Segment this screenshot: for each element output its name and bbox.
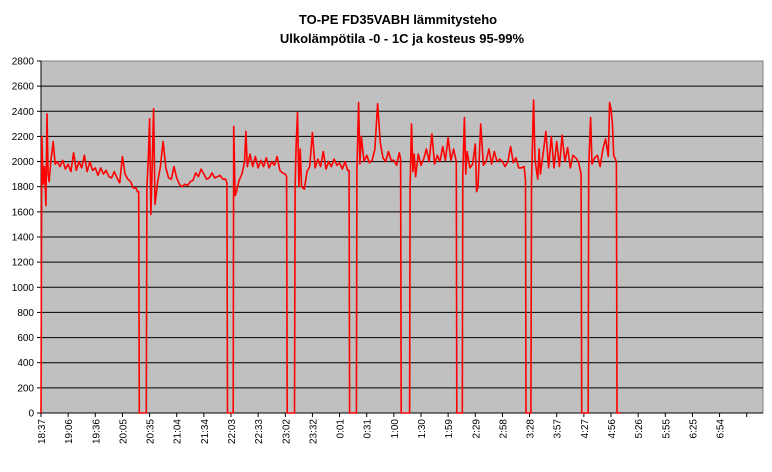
series-group (40, 99, 621, 414)
y-tick-label: 1000 (12, 283, 35, 294)
x-tick-label: 3:57 (553, 419, 564, 439)
y-tick-label: 2000 (12, 157, 35, 168)
x-tick-label: 1:59 (444, 419, 455, 439)
x-tick-label: 19:06 (64, 419, 75, 444)
x-tick-label: 19:36 (91, 419, 102, 444)
y-tick-label: 800 (17, 308, 34, 319)
x-tick-label: 22:33 (254, 419, 265, 444)
x-tick-label: 1:00 (390, 419, 401, 439)
x-tick-label: 23:32 (308, 419, 319, 444)
series-line (40, 99, 621, 414)
y-tick-label: 600 (17, 333, 34, 344)
x-tick-label: 2:58 (498, 419, 509, 439)
x-tick-label: 20:35 (146, 419, 157, 444)
x-tick-label: 1:30 (417, 419, 428, 439)
y-tick-label: 2400 (12, 107, 35, 118)
x-tick-label: 4:56 (607, 419, 618, 439)
y-tick-label: 2800 (12, 57, 35, 68)
x-tick-label: 22:03 (227, 419, 238, 444)
x-tick-label: 2:29 (471, 419, 482, 439)
x-tick-label: 0:31 (363, 419, 374, 439)
y-tick-label: 2600 (12, 82, 35, 93)
y-tick-label: 1600 (12, 207, 35, 218)
x-tick-label: 4:27 (580, 419, 591, 439)
y-tick-label: 400 (17, 358, 34, 369)
x-tick-label: 21:04 (173, 419, 184, 444)
y-tick-label: 2200 (12, 132, 35, 143)
y-axis: 0 200 400 600 800 1000 1200 1400 1600 1800 2000 220… (12, 57, 42, 420)
y-tick-label: 1200 (12, 258, 35, 269)
y-tick-label: 200 (17, 383, 34, 394)
x-tick-label: 3:28 (526, 419, 537, 439)
chart-title-line-2: Ulkolämpötila -0 - 1C ja kosteus 95-99% (280, 31, 525, 46)
x-tick-label: 18:37 (37, 419, 48, 444)
x-axis: 18:37 19:06 19:36 20:05 20:35 21:04 21:34 22:03… (37, 412, 763, 444)
y-tick-label: 1800 (12, 182, 35, 193)
x-tick-label: 6:54 (716, 419, 727, 439)
x-tick-label: 5:55 (661, 419, 672, 439)
x-tick-label: 0:01 (336, 419, 347, 439)
y-tick-label: 0 (28, 409, 34, 420)
x-tick-label: 20:05 (118, 419, 129, 444)
chart-title-line-1: TO-PE FD35VABH lämmitysteho (299, 12, 497, 27)
y-tick-label: 1400 (12, 233, 35, 244)
x-tick-label: 21:34 (200, 419, 211, 444)
x-tick-label: 5:26 (634, 419, 645, 439)
x-tick-label: 23:02 (281, 419, 292, 444)
x-tick-label: 6:25 (688, 419, 699, 439)
